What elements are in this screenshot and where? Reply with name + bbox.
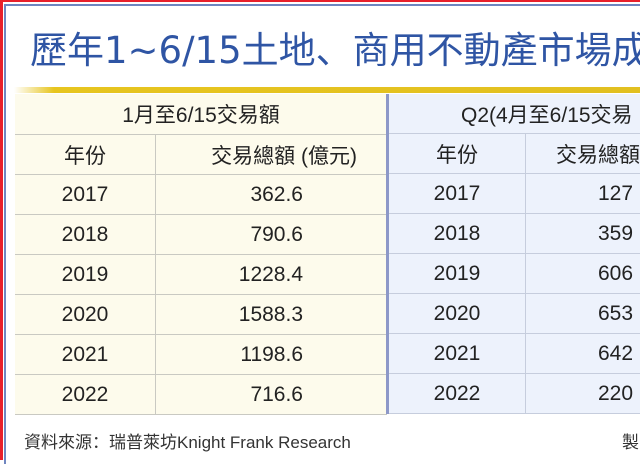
column-header-year: 年份 [389,134,526,174]
column-header-row: 年份 交易總額 (億元) [15,135,387,175]
ytd-transaction-table: 1月至6/15交易額 年份 交易總額 (億元) 2017 362.6 2018 … [15,94,387,415]
year-cell: 2017 [389,174,526,214]
table-row: 2017 127 [389,174,640,214]
year-cell: 2022 [389,374,526,414]
year-cell: 2019 [15,255,156,295]
year-cell: 2018 [15,215,156,255]
group-header: Q2(4月至6/15交易 [389,94,640,134]
group-header: 1月至6/15交易額 [15,94,387,135]
table-row: 2021 1198.6 [15,335,387,375]
column-header-row: 年份 交易總額 [389,134,640,174]
q2-transaction-table: Q2(4月至6/15交易 年份 交易總額 2017 127 2018 359 2… [389,94,640,414]
year-cell: 2018 [389,214,526,254]
value-cell: 653 [526,294,640,334]
column-header-year: 年份 [15,135,156,175]
column-header-total: 交易總額 [526,134,640,174]
table-row: 2018 790.6 [15,215,387,255]
table-row: 2021 642 [389,334,640,374]
value-cell: 359 [526,214,640,254]
value-cell: 362.6 [156,175,388,215]
gold-divider [14,87,640,93]
credit-note: 製 [622,428,639,453]
year-cell: 2022 [15,375,156,415]
table-row: 2019 1228.4 [15,255,387,295]
value-cell: 127 [526,174,640,214]
value-cell: 220 [526,374,640,414]
year-cell: 2017 [15,175,156,215]
q2-table-clip: Q2(4月至6/15交易 年份 交易總額 2017 127 2018 359 2… [389,94,640,414]
year-cell: 2019 [389,254,526,294]
source-note: 資料來源：瑞普萊坊Knight Frank Research [24,428,351,453]
column-header-total: 交易總額 (億元) [156,135,388,175]
table-row: 2020 653 [389,294,640,334]
value-cell: 790.6 [156,215,388,255]
value-cell: 716.6 [156,375,388,415]
group-header-row: Q2(4月至6/15交易 [389,94,640,134]
table-row: 2017 362.6 [15,175,387,215]
value-cell: 1228.4 [156,255,388,295]
year-cell: 2021 [389,334,526,374]
year-cell: 2020 [389,294,526,334]
year-cell: 2021 [15,335,156,375]
value-cell: 1588.3 [156,295,388,335]
year-cell: 2020 [15,295,156,335]
value-cell: 642 [526,334,640,374]
table-row: 2018 359 [389,214,640,254]
group-header-row: 1月至6/15交易額 [15,94,387,135]
panel-divider [386,94,389,414]
table-row: 2019 606 [389,254,640,294]
table-row: 2020 1588.3 [15,295,387,335]
table-row: 2022 220 [389,374,640,414]
page-title: 歷年1~6/15土地、商用不動產市場成交 [30,20,640,74]
value-cell: 606 [526,254,640,294]
value-cell: 1198.6 [156,335,388,375]
table-row: 2022 716.6 [15,375,387,415]
